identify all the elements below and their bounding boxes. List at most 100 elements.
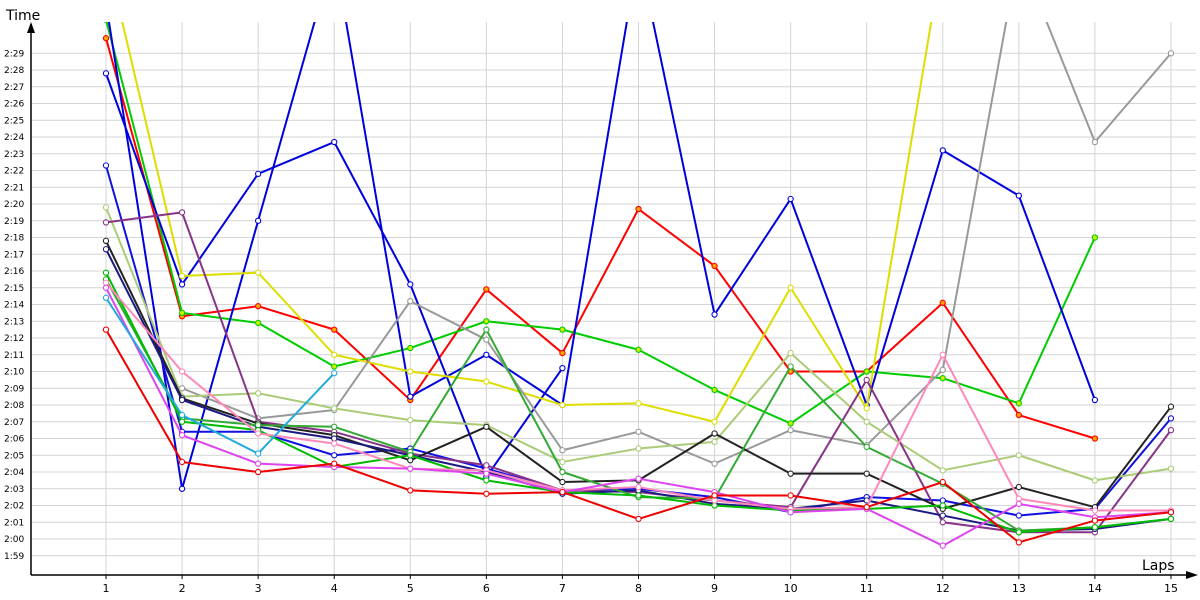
x-axis-title: Laps [1142, 558, 1175, 574]
y-tick-label: 2:12 [4, 334, 24, 344]
data-point [102, 246, 110, 253]
data-point [1015, 192, 1022, 199]
data-point [1015, 529, 1022, 536]
data-point [787, 195, 794, 203]
y-tick-label: 2:01 [4, 518, 24, 528]
data-point [1167, 50, 1175, 57]
data-point [102, 70, 110, 77]
x-tick-label: 15 [1164, 582, 1178, 595]
data-point [1015, 500, 1022, 507]
data-point [939, 147, 946, 154]
data-point [635, 483, 642, 491]
data-point [1015, 512, 1022, 519]
series-3 [103, 0, 1099, 492]
data-point [483, 423, 490, 430]
data-point [635, 346, 642, 353]
data-point [1091, 477, 1099, 484]
data-point [331, 370, 338, 377]
series-9 [102, 204, 1175, 484]
y-tick-label: 2:09 [4, 384, 24, 394]
data-point [863, 376, 870, 384]
data-point [711, 418, 718, 425]
data-point [254, 450, 262, 457]
data-point [102, 162, 110, 169]
data-point [559, 468, 566, 476]
data-point [407, 452, 414, 459]
y-tick-label: 2:16 [4, 267, 24, 277]
x-tick-label: 13 [1012, 582, 1026, 595]
data-point [1091, 396, 1099, 404]
data-point [635, 445, 642, 452]
data-point [254, 460, 262, 467]
data-point [711, 460, 718, 467]
y-tick-label: 2:24 [4, 133, 24, 143]
data-point [483, 286, 490, 293]
data-point [635, 428, 642, 435]
data-point [483, 318, 490, 325]
data-point [407, 344, 414, 352]
y-tick-label: 2:02 [4, 502, 24, 512]
y-tick-label: 2:28 [4, 66, 24, 76]
y-tick-label: 1:59 [4, 552, 24, 562]
data-point [407, 457, 414, 464]
data-point [863, 470, 870, 477]
data-point [102, 326, 110, 333]
data-point [1167, 509, 1175, 516]
data-point [1015, 495, 1022, 502]
y-axis-title: Time [5, 8, 40, 24]
data-point [939, 502, 946, 509]
series-line [105, 37, 1096, 440]
data-point [178, 485, 186, 492]
data-point [559, 364, 566, 372]
data-point [254, 390, 262, 397]
data-point [407, 297, 414, 305]
data-point [863, 418, 870, 425]
data-point [711, 262, 718, 270]
data-point [178, 396, 186, 404]
data-point [559, 478, 566, 486]
x-tick-label: 12 [936, 582, 950, 595]
data-point [102, 294, 110, 301]
data-point [787, 363, 794, 370]
x-tick-label: 5 [407, 582, 414, 595]
data-point [178, 368, 186, 375]
data-point [1167, 515, 1175, 523]
data-point [178, 272, 186, 280]
series-17 [102, 294, 338, 457]
data-point [939, 512, 946, 519]
data-point [559, 349, 566, 357]
x-tick-label: 4 [331, 582, 338, 595]
data-point [787, 492, 794, 499]
data-point [711, 497, 718, 504]
data-point [787, 349, 794, 357]
data-point [559, 326, 566, 333]
data-point [331, 351, 338, 358]
x-tick-label: 7 [559, 582, 566, 595]
data-point [1015, 400, 1022, 407]
data-point [711, 502, 718, 509]
data-point [711, 492, 718, 499]
series-line [105, 22, 1096, 425]
data-point [1167, 415, 1175, 422]
data-point [559, 458, 566, 466]
data-point [635, 205, 642, 213]
data-point [711, 430, 718, 437]
data-point [863, 504, 870, 511]
data-point [102, 219, 110, 226]
x-axis-arrow-icon [1186, 571, 1198, 579]
x-tick-label: 11 [860, 582, 874, 595]
y-tick-label: 2:21 [4, 183, 24, 193]
data-point [483, 378, 490, 385]
x-tick-label: 3 [255, 582, 262, 595]
x-tick-label: 8 [635, 582, 642, 595]
data-point [483, 336, 490, 343]
x-tick-label: 1 [103, 582, 110, 595]
data-point [103, 0, 108, 5]
data-point [331, 440, 338, 447]
data-point [254, 217, 262, 224]
data-point [254, 269, 262, 276]
data-point [178, 458, 186, 466]
series-18 [102, 326, 1175, 546]
data-point [1091, 524, 1099, 531]
grid [31, 22, 1196, 579]
